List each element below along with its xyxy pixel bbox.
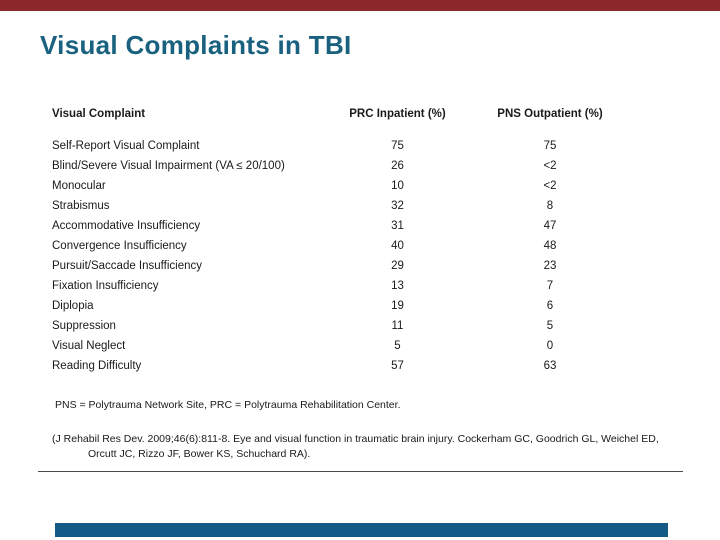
- slide-title: Visual Complaints in TBI: [40, 30, 352, 60]
- citation-line-2: Orcutt JC, Rizzo JF, Bower KS, Schuchard…: [88, 448, 311, 460]
- table-row: Strabismus 32 8: [52, 196, 612, 216]
- complaint-label: Monocular: [52, 180, 106, 192]
- complaint-label: Diplopia: [52, 300, 94, 312]
- footer-divider-line: [38, 471, 683, 472]
- pns-value: 0: [546, 340, 554, 352]
- prc-value: 5: [394, 340, 401, 352]
- prc-value: 11: [391, 320, 404, 332]
- table-row: Self-Report Visual Complaint 75 75: [52, 136, 612, 156]
- prc-value: 19: [391, 300, 404, 312]
- prc-value: 13: [391, 280, 404, 292]
- table-row: Reading Difficulty 57 63: [52, 356, 612, 376]
- table-row: Pursuit/Saccade Insufficiency 29 23: [52, 256, 612, 276]
- prc-value: 31: [391, 220, 404, 232]
- complaints-table: Visual Complaint PRC Inpatient (%) PNS O…: [52, 107, 612, 376]
- prc-value: 32: [391, 200, 404, 212]
- abbreviation-note: PNS = Polytrauma Network Site, PRC = Pol…: [55, 399, 401, 411]
- table-row: Blind/Severe Visual Impairment (VA ≤ 20/…: [52, 156, 612, 176]
- table-row: Monocular 10 <2: [52, 176, 612, 196]
- prc-value: 29: [391, 260, 404, 272]
- footer: VISION CENTER OF EXCELLENCE AMSUS 2015 |…: [0, 472, 720, 524]
- pns-value: <2: [543, 160, 557, 172]
- pns-value: 5: [546, 320, 554, 332]
- citation: (J Rehabil Res Dev. 2009;46(6):811-8. Ey…: [52, 432, 692, 462]
- citation-line-1: (J Rehabil Res Dev. 2009;46(6):811-8. Ey…: [52, 433, 659, 445]
- prc-value: 10: [391, 180, 404, 192]
- prc-value: 40: [391, 240, 404, 252]
- table-row: Suppression 11 5: [52, 316, 612, 336]
- pns-value: 23: [543, 260, 557, 272]
- pns-value: 48: [543, 240, 557, 252]
- table-row: Accommodative Insufficiency 31 47: [52, 216, 612, 236]
- header-pns-outpatient: PNS Outpatient (%): [497, 108, 603, 120]
- pns-value: 6: [546, 300, 554, 312]
- table-row: Fixation Insufficiency 13 7: [52, 276, 612, 296]
- prc-value: 75: [391, 140, 404, 152]
- complaint-label: Strabismus: [52, 200, 110, 212]
- complaint-label: Accommodative Insufficiency: [52, 220, 201, 232]
- table-row: Visual Neglect 5 0: [52, 336, 612, 356]
- pns-value: 75: [543, 140, 557, 152]
- complaint-label: Suppression: [52, 320, 116, 332]
- bottom-accent-bar: [55, 523, 668, 537]
- top-accent-bar: [0, 0, 720, 11]
- pns-value: 63: [543, 360, 557, 372]
- pns-value: 7: [546, 280, 554, 292]
- table-row: Convergence Insufficiency 40 48: [52, 236, 612, 256]
- complaint-label: Reading Difficulty: [52, 360, 142, 372]
- table-header-row: Visual Complaint PRC Inpatient (%) PNS O…: [52, 107, 612, 121]
- pns-value: 8: [546, 200, 554, 212]
- header-visual-complaint: Visual Complaint: [52, 108, 146, 120]
- complaint-label: Pursuit/Saccade Insufficiency: [52, 260, 203, 272]
- complaint-label: Fixation Insufficiency: [52, 280, 159, 292]
- complaint-label: Convergence Insufficiency: [52, 240, 187, 252]
- prc-value: 57: [391, 360, 404, 372]
- complaint-label: Blind/Severe Visual Impairment (VA ≤ 20/…: [52, 160, 285, 172]
- complaint-label: Visual Neglect: [52, 340, 126, 352]
- pns-value: 47: [543, 220, 557, 232]
- prc-value: 26: [391, 160, 404, 172]
- pns-value: <2: [543, 180, 557, 192]
- header-prc-inpatient: PRC Inpatient (%): [349, 108, 446, 120]
- complaint-label: Self-Report Visual Complaint: [52, 140, 200, 152]
- table-row: Diplopia 19 6: [52, 296, 612, 316]
